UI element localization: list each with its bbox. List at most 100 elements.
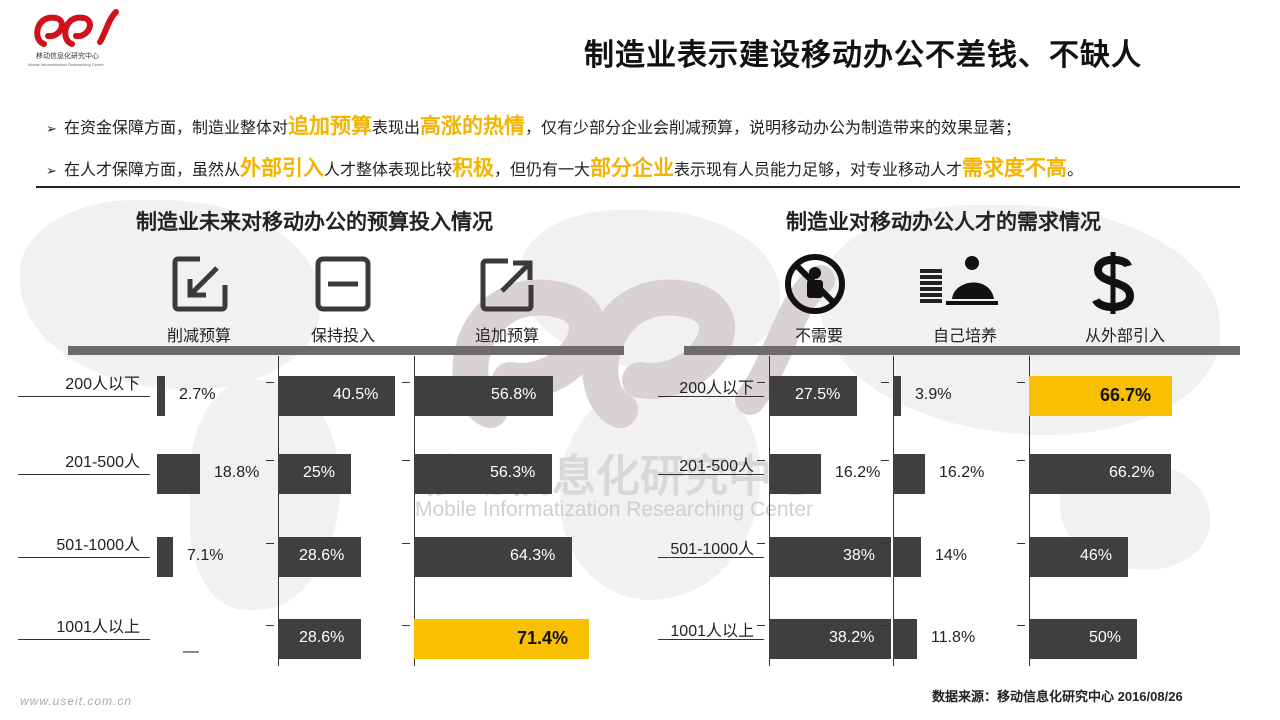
bar-value-label: 66.7% xyxy=(1100,385,1152,405)
no-person-icon xyxy=(785,254,845,314)
row-label-rule xyxy=(18,396,150,397)
bar xyxy=(769,376,857,416)
row-label: 200人以下 xyxy=(65,376,140,393)
row-label: 201-500人 xyxy=(65,454,140,471)
bar xyxy=(1029,376,1172,416)
column-label-add: 追加预算 xyxy=(474,328,539,345)
bar xyxy=(893,619,917,659)
dollar-sign-icon xyxy=(1092,252,1135,314)
bar xyxy=(278,376,395,416)
bar-value-label: 16.2% xyxy=(835,464,881,481)
axis-tick xyxy=(881,382,889,383)
column-label-keep: 保持投入 xyxy=(310,328,375,345)
bar-value-label: 7.1% xyxy=(187,547,224,564)
row-label-rule xyxy=(658,557,764,558)
bar-value-label: 56.8% xyxy=(491,386,537,403)
bullet-talent: ➢ 在人才保障方面，虽然从外部引入人才整体表现比较积极，但仍有一大部分企业表示现有… xyxy=(46,152,1083,182)
highlight-text: 部分企业 xyxy=(590,157,675,180)
bar-value-label: 2.7% xyxy=(179,386,216,403)
bullet-text: 在人才保障方面，虽然从外部引入人才整体表现比较积极，但仍有一大部分企业表示现有人… xyxy=(64,157,1084,180)
axis-tick xyxy=(757,382,765,383)
bar-value-label: — xyxy=(183,643,199,660)
bullet-segment: ，仅有少部分企业会削减预算，说明移动办公为制造带来的效果显著； xyxy=(525,120,1022,137)
bullet-segment: 在人才保障方面，虽然从 xyxy=(64,162,241,179)
bar xyxy=(414,376,553,416)
highlight-text: 高涨的热情 xyxy=(420,115,526,138)
axis-tick xyxy=(402,460,410,461)
bar-value-label: 50% xyxy=(1089,629,1122,646)
bar-value-label: 28.6% xyxy=(299,547,345,564)
data-source: 数据来源：移动信息化研究中心 2016/08/26 xyxy=(932,689,1183,704)
header-band-talent xyxy=(684,346,1240,355)
bar-value-label: 28.6% xyxy=(299,629,345,646)
bar xyxy=(1029,537,1128,577)
bar-value-label: 66.2% xyxy=(1109,464,1155,481)
column-label-external: 从外部引入 xyxy=(1084,328,1165,345)
column-axis-line xyxy=(769,356,770,666)
axis-tick xyxy=(266,382,274,383)
bar-value-label: 56.3% xyxy=(490,464,536,481)
arrow-down-left-box-icon xyxy=(172,256,228,312)
bar xyxy=(157,454,200,494)
axis-tick xyxy=(1017,382,1025,383)
bar xyxy=(278,454,351,494)
bullet-segment: 在资金保障方面，制造业整体对 xyxy=(64,120,289,137)
row-label-rule xyxy=(18,557,150,558)
bar xyxy=(769,537,891,577)
row-label: 501-1000人 xyxy=(56,537,140,554)
axis-tick xyxy=(881,543,889,544)
bar-value-label: 38.2% xyxy=(829,629,875,646)
bar-value-label: 3.9% xyxy=(915,386,952,403)
bar xyxy=(1029,454,1171,494)
logo-name: 移动信息化研究中心 xyxy=(36,53,99,60)
column-axis-line xyxy=(893,356,894,666)
bar-value-label: 64.3% xyxy=(510,547,556,564)
axis-tick xyxy=(1017,625,1025,626)
bullet-budget: ➢ 在资金保障方面，制造业整体对追加预算表现出高涨的热情，仅有少部分企业会削减预算… xyxy=(46,110,1021,140)
axis-tick xyxy=(1017,460,1025,461)
bar xyxy=(1029,619,1137,659)
axis-tick xyxy=(757,460,765,461)
logo-icon xyxy=(34,9,119,47)
row-label: 1001人以上 xyxy=(56,619,140,636)
bar xyxy=(157,376,165,416)
bar-value-label: 40.5% xyxy=(333,386,379,403)
bullet-segment: 。 xyxy=(1067,162,1084,179)
axis-tick xyxy=(402,382,410,383)
axis-tick xyxy=(402,625,410,626)
axis-tick xyxy=(266,543,274,544)
highlight-text: 外部引入 xyxy=(240,157,325,180)
world-map-background xyxy=(20,200,320,390)
column-axis-line xyxy=(278,356,279,666)
bar-value-label: 38% xyxy=(843,547,876,564)
row-label: 501-1000人 xyxy=(670,541,754,558)
axis-tick xyxy=(402,543,410,544)
column-label-cut: 削减预算 xyxy=(166,328,231,345)
bar xyxy=(769,454,821,494)
bar xyxy=(893,454,925,494)
bar xyxy=(893,537,921,577)
axis-tick xyxy=(757,625,765,626)
logo-subtitle: Mobile Informatization Researching Cente… xyxy=(28,62,104,67)
bullet-segment: 人才整体表现比较 xyxy=(324,162,453,179)
bullet-segment: 表现出 xyxy=(372,120,421,137)
world-map-background xyxy=(560,380,760,600)
minus-box-icon xyxy=(315,256,371,312)
bar xyxy=(157,537,173,577)
row-label-rule xyxy=(658,396,764,397)
bullet-arrow-icon: ➢ xyxy=(46,163,57,178)
axis-tick xyxy=(266,625,274,626)
bullet-text: 在资金保障方面，制造业整体对追加预算表现出高涨的热情，仅有少部分企业会削减预算，… xyxy=(64,115,1022,138)
bar-value-label: 27.5% xyxy=(795,386,841,403)
bullet-segment: ，但仍有一大 xyxy=(494,162,591,179)
bar xyxy=(414,537,572,577)
bar xyxy=(278,537,361,577)
header-divider xyxy=(36,186,1240,188)
row-label: 1001人以上 xyxy=(670,623,754,640)
bar xyxy=(414,454,552,494)
row-label-rule xyxy=(658,474,764,475)
axis-tick xyxy=(266,460,274,461)
bullet-segment: 表示现有人员能力足够，对专业移动人才 xyxy=(674,162,963,179)
highlight-text: 需求度不高 xyxy=(962,157,1068,180)
row-label-rule xyxy=(18,474,150,475)
